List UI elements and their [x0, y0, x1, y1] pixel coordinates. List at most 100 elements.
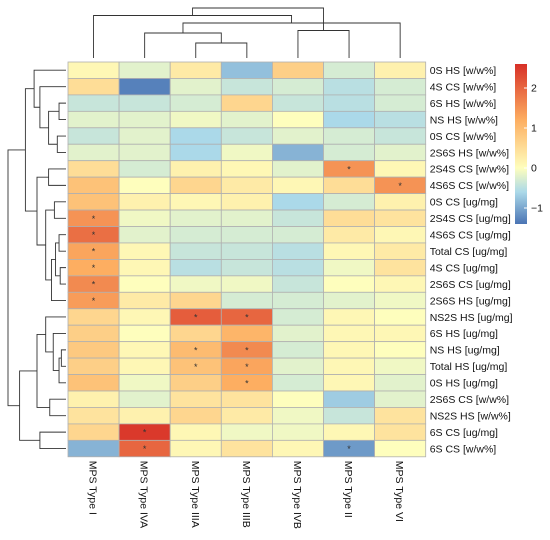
heatmap-cell [118, 324, 171, 343]
heatmap-cell [220, 439, 273, 458]
heatmap-cell [220, 160, 273, 178]
heatmap-cell [374, 275, 427, 293]
heatmap-cell [271, 61, 324, 79]
heatmap-cell [169, 258, 222, 277]
heatmap-cell [118, 193, 171, 211]
heatmap-cell [374, 439, 427, 458]
significance-marker: * [194, 345, 198, 355]
dendrogram-branch [51, 258, 66, 301]
heatmap-cell [220, 176, 273, 194]
dendrogram-branch [58, 357, 66, 384]
heatmap-cell [118, 258, 171, 277]
heatmap-cell [118, 242, 171, 260]
heatmap-cell [271, 110, 324, 129]
dendrogram-branch [45, 209, 55, 281]
heatmap-cell [374, 143, 427, 162]
heatmap-cell [67, 94, 120, 112]
dendrogram-branch [7, 149, 26, 407]
row-label: 2S4S CS [w/w%] [430, 164, 509, 176]
dendrogram-branch [49, 398, 66, 417]
significance-marker: * [245, 312, 249, 322]
heatmap-cell [118, 390, 171, 408]
heatmap-cell [271, 324, 324, 343]
heatmap-cell [169, 324, 222, 343]
heatmap-cell [220, 423, 273, 441]
heatmap-cells [67, 61, 427, 458]
row-label: 6S CS [w/w%] [430, 443, 497, 455]
significance-marker: * [347, 444, 351, 454]
dendrogram-branch [33, 69, 66, 108]
legend-tick-label: −1 [531, 203, 543, 215]
heatmap-cell [67, 78, 120, 96]
heatmap-cell [374, 193, 427, 211]
heatmap-cell [67, 193, 120, 211]
row-label: 6S HS [ug/mg] [430, 328, 498, 340]
dendrogram-branch [52, 332, 66, 371]
heatmap-cell [323, 242, 375, 260]
row-label: Total HS [ug/mg] [430, 361, 508, 373]
heatmap-cell [220, 209, 273, 227]
column-label: MPS Type II [342, 461, 354, 518]
heatmap-cell [169, 94, 222, 112]
heatmap-cell [374, 127, 427, 145]
heatmap-cell [169, 439, 222, 458]
heatmap-cell [323, 127, 375, 145]
heatmap-cell [169, 242, 222, 260]
heatmap-cell [67, 308, 120, 326]
significance-marker: * [194, 362, 198, 372]
row-label: Total CS [ug/mg] [430, 246, 508, 258]
heatmap-cell [220, 275, 273, 293]
significance-marker: * [92, 280, 96, 290]
heatmap-cell [169, 160, 222, 178]
row-label: 4S CS [ug/mg] [430, 262, 498, 274]
heatmap-cell [374, 390, 427, 408]
heatmap-cell [271, 143, 324, 162]
heatmap-cell [169, 110, 222, 129]
dendrogram-branch [53, 201, 66, 219]
heatmap-cell [374, 110, 427, 129]
heatmap-cell [220, 61, 273, 79]
heatmap-cell [374, 423, 427, 441]
heatmap-cell [220, 242, 273, 260]
significance-marker: * [92, 263, 96, 273]
heatmap-cell [67, 390, 120, 408]
heatmap-cell [323, 407, 375, 425]
dendrogram-branch [93, 15, 293, 58]
column-label: MPS Type IIIB [240, 461, 252, 528]
heatmap-cell [271, 275, 324, 293]
row-label: 2S6S CS [w/w%] [430, 394, 509, 406]
heatmap-cell [374, 374, 427, 392]
heatmap-cell [169, 176, 222, 194]
heatmap-cell [271, 407, 324, 425]
significance-marker: * [245, 378, 249, 388]
significance-marker: * [143, 444, 147, 454]
heatmap-cell [271, 78, 324, 96]
dendrogram-branch [45, 316, 66, 353]
heatmap-cell [220, 78, 273, 96]
heatmap-cell [169, 78, 222, 96]
heatmap-cell [220, 110, 273, 129]
significance-marker: * [245, 362, 249, 372]
heatmap-cell [323, 94, 375, 112]
heatmap-cell [323, 275, 375, 293]
row-label: 2S6S CS [ug/mg] [430, 279, 511, 291]
dendrogram-branch [48, 168, 66, 186]
row-label: NS HS [ug/mg] [430, 345, 500, 357]
heatmap-cell [169, 390, 222, 408]
heatmap-cell [67, 61, 120, 79]
heatmap-cell [220, 193, 273, 211]
heatmap-cell [271, 226, 324, 244]
significance-marker: * [92, 230, 96, 240]
heatmap-cell [374, 61, 427, 79]
heatmap-cell [118, 374, 171, 392]
column-dendrogram [93, 7, 401, 58]
heatmap-cell [67, 341, 120, 359]
heatmap-cell [220, 324, 273, 343]
heatmap-cell [118, 61, 171, 79]
significance-marker: * [245, 345, 249, 355]
legend-tick-label: 1 [531, 123, 537, 135]
heatmap-cell [67, 439, 120, 458]
heatmap-cell [271, 357, 324, 375]
heatmap-cell [271, 390, 324, 408]
